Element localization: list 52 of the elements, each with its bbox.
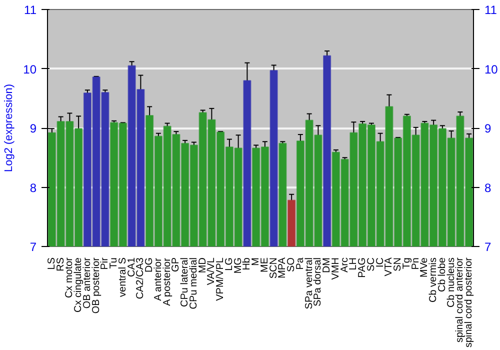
- x-tick-label: spinal cord anterior: [454, 256, 466, 343]
- x-tick-label: MVe: [419, 257, 430, 278]
- x-tick-label: Tg: [401, 258, 412, 270]
- y2-tick-label: 10: [484, 62, 498, 76]
- x-tick-label: IC: [374, 258, 386, 268]
- x-tick-label: SO: [286, 257, 298, 272]
- y-tick-label: 8: [30, 180, 37, 195]
- y2-tick-label: 7: [484, 240, 492, 254]
- x-tick-label: A posterior: [162, 257, 173, 306]
- x-tick-label: VTA: [384, 257, 395, 276]
- x-tick-label: OB anterior: [82, 256, 93, 309]
- x-tick-label: CPu medial: [188, 257, 200, 310]
- x-tick-label: Pa: [294, 257, 306, 270]
- x-tick-label: MPA: [277, 257, 288, 278]
- x-tick-label: Pir: [100, 256, 111, 270]
- x-tick-label: M: [250, 257, 262, 266]
- x-tick-label: PAG: [357, 257, 368, 278]
- x-tick-label: RS: [55, 257, 66, 272]
- y-tick-label: 9: [30, 122, 37, 136]
- y-tick-label: 10: [23, 62, 37, 76]
- x-tick-label: LG: [224, 257, 235, 271]
- x-tick-label: Pn: [410, 257, 422, 270]
- x-tick-label: SC: [366, 257, 377, 272]
- y2-tick-label: 8: [484, 180, 492, 195]
- x-tick-label: SCN: [268, 257, 280, 279]
- x-tick-label: Tu: [108, 257, 120, 269]
- y-tick-label: 11: [24, 3, 37, 17]
- x-tick-label: A anterior: [152, 257, 164, 301]
- x-tick-label: CA1: [126, 257, 138, 277]
- x-tick-label: Cb nucleus: [446, 258, 457, 308]
- x-tick-label: VMH: [330, 257, 342, 280]
- y-tick-label: 7: [30, 240, 37, 254]
- x-tick-label: OB posterior: [90, 256, 102, 314]
- x-tick-label: ME: [259, 257, 270, 272]
- x-tick-label: LS: [46, 257, 58, 270]
- x-tick-label: SPa dorsal: [312, 257, 324, 306]
- x-tick-label: spinal cord posterior: [464, 256, 475, 348]
- y2-tick-label: 11: [484, 3, 498, 17]
- x-tick-label: DG: [144, 257, 156, 272]
- x-tick-label: DM: [322, 257, 333, 274]
- x-tick-label: ventral S: [117, 257, 128, 297]
- x-tick-label: LH: [348, 257, 360, 270]
- x-tick-label: GP: [170, 257, 182, 272]
- x-tick-label: SN: [392, 257, 404, 272]
- x-tick-label: Hb: [242, 257, 253, 270]
- x-tick-label: CA2/CA3: [135, 257, 146, 300]
- y2-tick-label: 9: [484, 122, 492, 136]
- x-tick-label: Cx cingulate: [73, 257, 84, 313]
- y-axis-title: Log2 (expression): [3, 84, 16, 172]
- x-tick-label: VPM/VPL: [215, 257, 226, 301]
- x-tick-label: Arc: [339, 258, 350, 272]
- x-tick-label: Cb lobe: [436, 257, 448, 292]
